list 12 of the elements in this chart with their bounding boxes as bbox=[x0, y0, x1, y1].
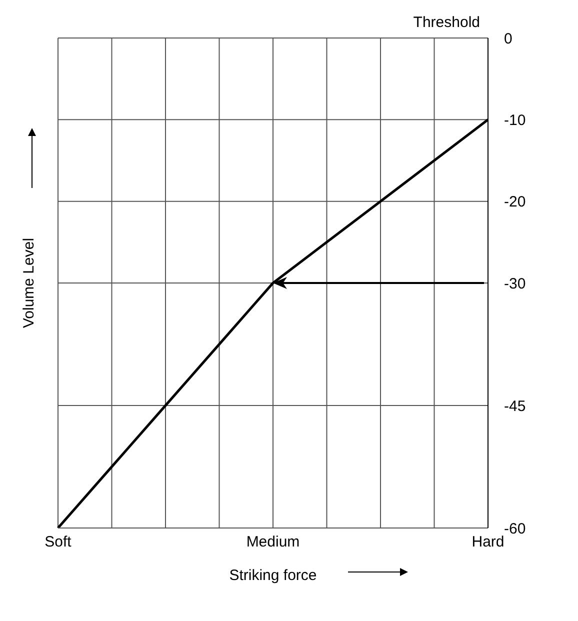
y2-tick-label: -20 bbox=[504, 194, 526, 211]
y2-tick-label: -10 bbox=[504, 112, 526, 129]
y2-tick-label: -60 bbox=[504, 520, 526, 538]
x-axis-title: Striking force bbox=[229, 567, 317, 584]
y2-tick-label: 0 bbox=[504, 30, 512, 48]
y2-tick-label: -30 bbox=[504, 275, 526, 292]
y2-axis-title: Threshold bbox=[413, 14, 480, 31]
y2-tick-label: -45 bbox=[504, 398, 526, 415]
y-axis-title: Volume Level bbox=[20, 238, 38, 328]
x-tick-label: Hard bbox=[472, 534, 504, 551]
x-tick-label: Soft bbox=[44, 534, 72, 551]
x-tick-label: Medium bbox=[246, 534, 300, 551]
